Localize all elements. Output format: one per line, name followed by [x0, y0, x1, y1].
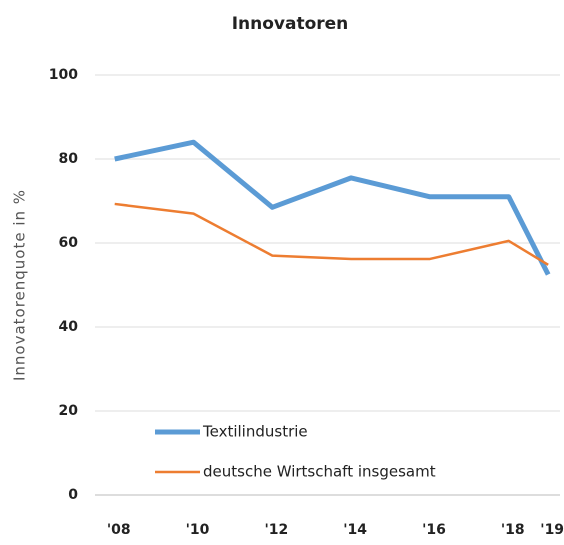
x-tick-label: '16 [422, 522, 446, 538]
x-tick-label: '18 [501, 522, 525, 538]
line [114, 139, 551, 276]
y-tick-label: 60 [59, 235, 79, 251]
legend-label: deutsche Wirtschaft insgesamt [203, 463, 436, 481]
line [114, 202, 549, 266]
x-tick-label: '19 [540, 522, 564, 538]
x-tick-label: '12 [264, 522, 288, 538]
y-tick-label: 80 [59, 151, 79, 167]
legend-label: Textilindustrie [202, 423, 308, 441]
y-tick-label: 0 [68, 487, 78, 503]
x-tick-label: '08 [107, 522, 131, 538]
x-tick-label: '10 [186, 522, 210, 538]
y-axis-label: Innovatorenquote in % [11, 189, 29, 381]
y-tick-label: 100 [49, 67, 78, 83]
x-tick-label: '14 [343, 522, 367, 538]
y-tick-label: 40 [59, 319, 79, 335]
y-tick-label: 20 [59, 403, 79, 419]
chart-title: Innovatoren [232, 14, 349, 34]
